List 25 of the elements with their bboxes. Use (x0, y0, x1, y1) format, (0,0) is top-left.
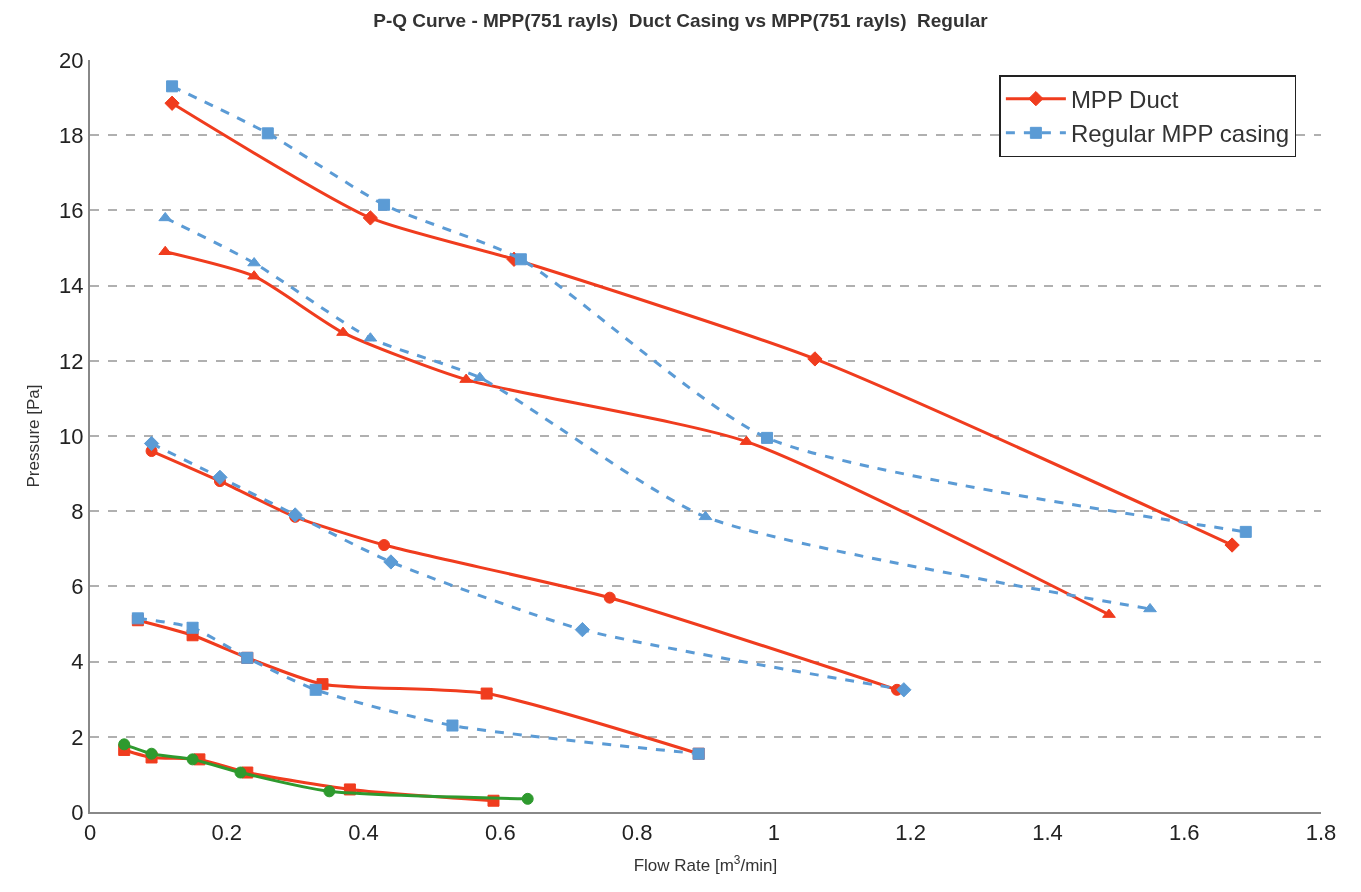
chart-title: P-Q Curve - MPP(751 rayls) Duct Casing vs MPP(751 rayls) Regular (373, 9, 989, 31)
y-tick-label: 18 (59, 122, 84, 148)
y-tick-label: 4 (71, 649, 84, 675)
y-axis-title: Pressure [Pa] (24, 384, 44, 488)
y-tick-label: 2 (71, 724, 84, 750)
x-tick-label: 1.8 (1305, 820, 1337, 846)
legend-label: Regular MPP casing (1070, 120, 1290, 148)
x-tick-label: 1.4 (1032, 820, 1063, 846)
y-tick-label: 10 (59, 423, 84, 449)
x-tick-label: 0.8 (621, 820, 653, 846)
y-tick-label: 8 (71, 498, 84, 524)
x-tick-label: 0.6 (485, 820, 516, 846)
y-tick-label: 12 (59, 348, 84, 374)
x-tick-label: 0.4 (348, 820, 379, 846)
x-axis-title: Flow Rate [m$^{3}$/min] (633, 853, 778, 876)
legend-label: MPP Duct (1070, 86, 1179, 113)
y-tick-label: 16 (59, 198, 84, 224)
x-tick-label: 1.2 (895, 820, 926, 846)
x-tick-label: 0.2 (211, 820, 243, 846)
y-tick-label: 20 (59, 47, 84, 73)
y-tick-label: 14 (59, 273, 84, 299)
y-tick-label: 0 (71, 799, 84, 825)
y-tick-label: 6 (71, 574, 84, 600)
x-tick-label: 1 (767, 820, 781, 846)
x-tick-label: 1.6 (1168, 820, 1200, 846)
